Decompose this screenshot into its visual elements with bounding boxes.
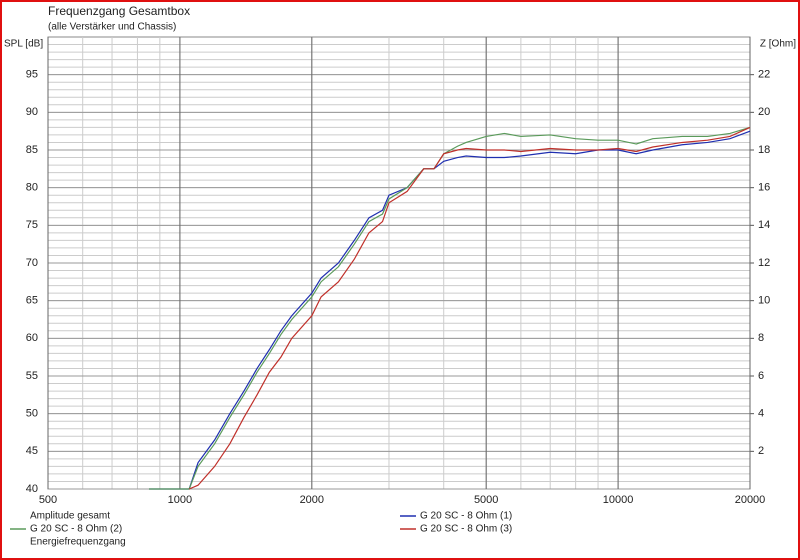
line — [148, 126, 751, 490]
y2-tick-label: 18 — [758, 144, 770, 156]
y-tick-label: 60 — [26, 332, 38, 344]
legend-text: Energiefrequenzgang — [30, 537, 126, 548]
y-tick-label: 90 — [26, 106, 38, 118]
y-tick-label: 70 — [26, 257, 38, 269]
y2-tick-label: 22 — [758, 69, 770, 81]
legend-label: G 20 SC - 8 Ohm (1) — [420, 511, 512, 522]
y2-axis-label: Z [Ohm] — [760, 39, 796, 50]
x-tick-label: 500 — [39, 494, 57, 506]
y2-tick-label: 16 — [758, 182, 770, 194]
y2-tick-label: 12 — [758, 257, 770, 269]
y2-tick-label: 10 — [758, 295, 770, 307]
y-tick-label: 85 — [26, 144, 38, 156]
line — [188, 126, 751, 490]
y2-tick-label: 8 — [758, 332, 764, 344]
y-tick-label: 55 — [26, 370, 38, 382]
y-tick-label: 65 — [26, 295, 38, 307]
y2-tick-label: 4 — [758, 408, 764, 420]
y2-tick-label: 6 — [758, 370, 764, 382]
y-tick-label: 50 — [26, 408, 38, 420]
x-tick-label: 20000 — [735, 494, 766, 506]
x-tick-label: 10000 — [603, 494, 634, 506]
y-axis-label: SPL [dB] — [4, 39, 43, 50]
legend-text: Amplitude gesamt — [30, 511, 110, 522]
y2-tick-label: 20 — [758, 106, 770, 118]
x-tick-label: 5000 — [474, 494, 498, 506]
y2-tick-label: 14 — [758, 219, 770, 231]
chart-title: Frequenzgang Gesamtbox — [48, 4, 190, 18]
y-tick-label: 40 — [26, 483, 38, 495]
y-tick-label: 45 — [26, 445, 38, 457]
legend-label: G 20 SC - 8 Ohm (3) — [420, 524, 512, 535]
x-tick-label: 1000 — [168, 494, 192, 506]
x-tick-label: 2000 — [300, 494, 324, 506]
y-tick-label: 80 — [26, 182, 38, 194]
y-tick-label: 75 — [26, 219, 38, 231]
y2-tick-label: 2 — [758, 445, 764, 457]
chart-subtitle: (alle Verstärker und Chassis) — [48, 22, 176, 33]
legend-label: G 20 SC - 8 Ohm (2) — [30, 524, 122, 535]
y-tick-label: 95 — [26, 69, 38, 81]
